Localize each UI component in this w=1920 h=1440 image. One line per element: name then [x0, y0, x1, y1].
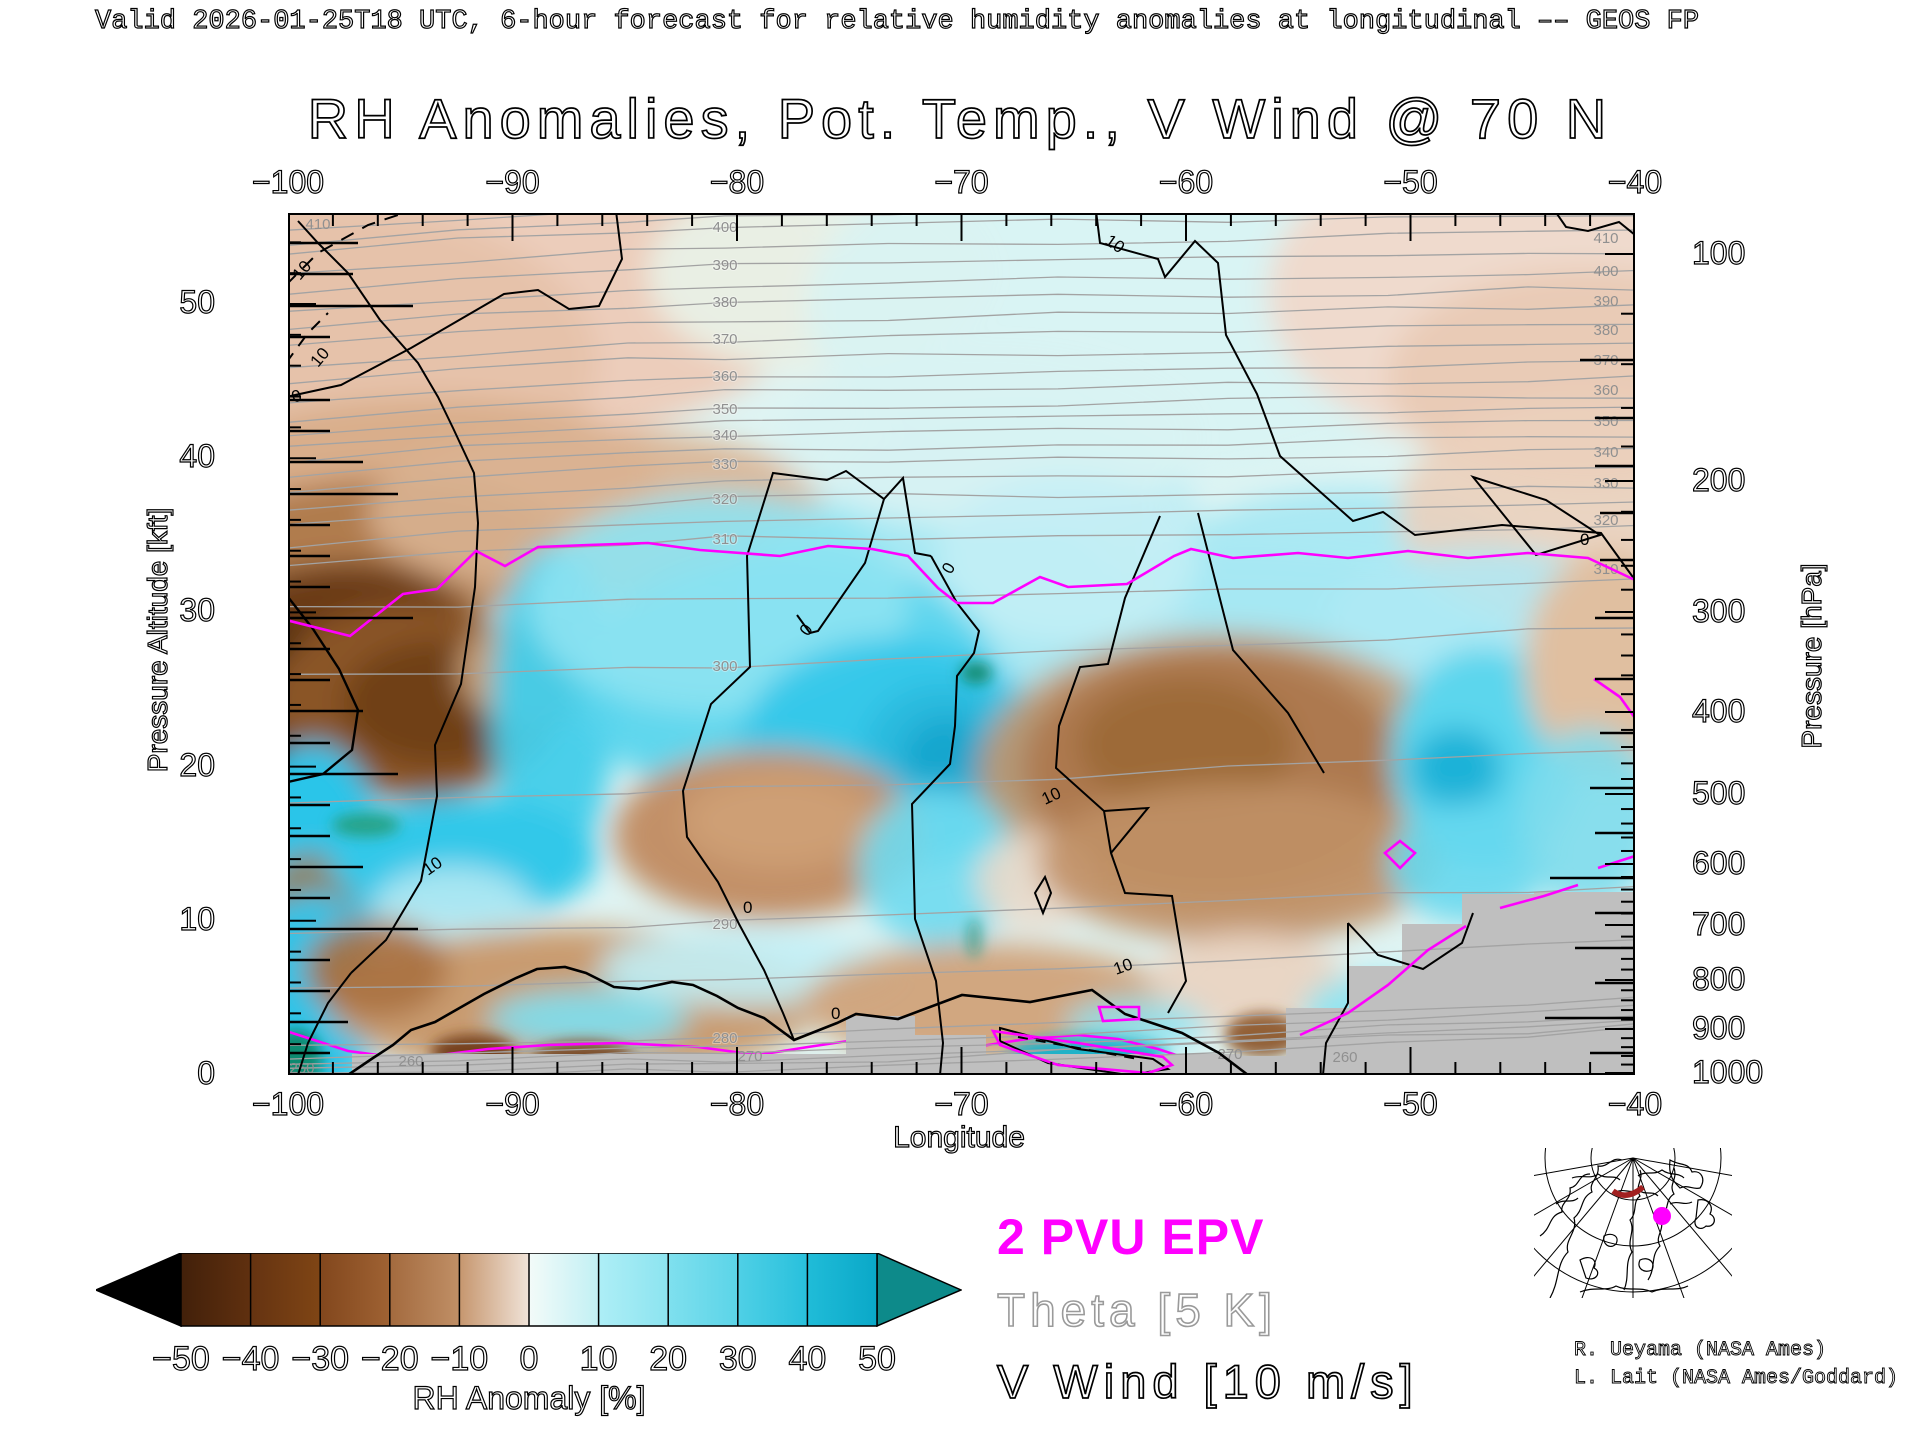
svg-text:380: 380	[712, 294, 737, 311]
svg-text:310: 310	[1593, 561, 1618, 578]
svg-text:290: 290	[712, 916, 737, 933]
svg-text:380: 380	[1593, 322, 1618, 339]
svg-text:310: 310	[712, 531, 737, 548]
svg-text:360: 360	[712, 368, 737, 385]
svg-text:390: 390	[1593, 293, 1618, 310]
svg-text:0: 0	[831, 1004, 840, 1023]
svg-text:280: 280	[712, 1030, 737, 1047]
svg-text:340: 340	[712, 427, 737, 444]
svg-text:400: 400	[1593, 263, 1618, 280]
svg-text:320: 320	[712, 491, 737, 508]
svg-text:360: 360	[1593, 382, 1618, 399]
svg-text:340: 340	[1593, 444, 1618, 461]
svg-text:300: 300	[712, 658, 737, 675]
svg-text:350: 350	[712, 401, 737, 418]
svg-text:330: 330	[712, 456, 737, 473]
svg-text:0: 0	[743, 898, 752, 917]
svg-text:410: 410	[305, 216, 330, 233]
svg-text:270: 270	[737, 1048, 762, 1065]
svg-text:390: 390	[712, 257, 737, 274]
svg-text:350: 350	[1593, 413, 1618, 430]
svg-text:0: 0	[1580, 530, 1589, 549]
svg-text:260: 260	[1332, 1049, 1357, 1066]
svg-text:330: 330	[1593, 475, 1618, 492]
svg-text:410: 410	[1593, 230, 1618, 247]
svg-text:260: 260	[398, 1053, 423, 1070]
svg-text:400: 400	[712, 219, 737, 236]
svg-text:270: 270	[1217, 1046, 1242, 1063]
svg-text:370: 370	[712, 331, 737, 348]
svg-text:250: 250	[289, 1060, 314, 1075]
svg-text:320: 320	[1593, 512, 1618, 529]
